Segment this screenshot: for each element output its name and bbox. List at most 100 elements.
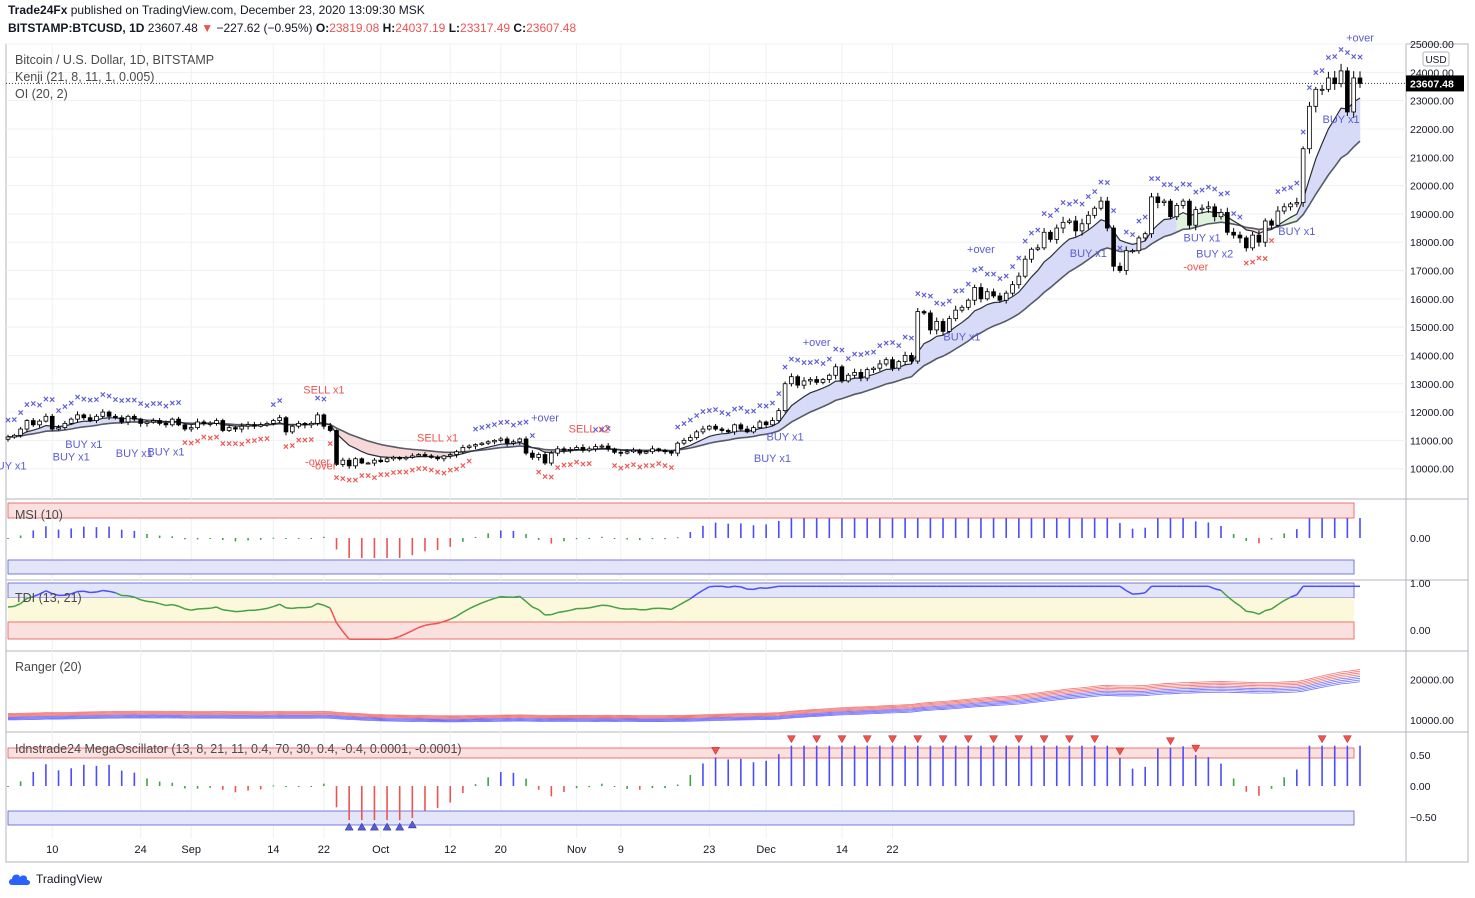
candle[interactable] (1256, 234, 1262, 243)
candle[interactable] (700, 428, 706, 433)
candle[interactable] (776, 410, 782, 421)
candle[interactable] (81, 414, 87, 419)
candle[interactable] (1243, 237, 1249, 249)
candle[interactable] (62, 422, 68, 429)
candle[interactable] (353, 458, 358, 467)
candle[interactable] (694, 431, 699, 438)
candle[interactable] (599, 445, 605, 448)
candle[interactable] (877, 363, 883, 369)
candle[interactable] (416, 454, 421, 457)
candle[interactable] (624, 451, 630, 454)
candle[interactable] (1079, 223, 1085, 232)
candle[interactable] (612, 448, 617, 453)
candle[interactable] (732, 424, 737, 433)
candle[interactable] (125, 415, 131, 423)
candle[interactable] (226, 427, 232, 431)
candle[interactable] (542, 454, 548, 464)
candle[interactable] (1098, 200, 1104, 209)
candle[interactable] (706, 425, 712, 430)
candle[interactable] (801, 380, 807, 386)
candle[interactable] (504, 438, 510, 444)
candle[interactable] (1269, 220, 1274, 226)
candle[interactable] (972, 287, 977, 301)
candle[interactable] (618, 451, 624, 454)
candle[interactable] (1326, 77, 1331, 90)
candle[interactable] (454, 451, 459, 455)
candle[interactable] (662, 449, 668, 453)
candle[interactable] (1155, 196, 1161, 203)
candle[interactable] (245, 424, 251, 427)
candle[interactable] (334, 430, 339, 465)
candle[interactable] (1262, 220, 1268, 243)
candle[interactable] (138, 418, 143, 424)
candle[interactable] (87, 417, 93, 421)
candle[interactable] (789, 376, 794, 385)
candle[interactable] (239, 425, 245, 430)
candle[interactable] (751, 427, 756, 433)
candle[interactable] (719, 428, 725, 431)
candle[interactable] (296, 422, 301, 427)
candle[interactable] (757, 421, 763, 429)
candle[interactable] (530, 452, 535, 458)
candle[interactable] (435, 456, 440, 460)
candle[interactable] (308, 422, 314, 426)
candle[interactable] (782, 383, 788, 412)
candle[interactable] (1237, 234, 1243, 239)
candle[interactable] (75, 414, 80, 420)
candle[interactable] (1111, 227, 1116, 267)
candle[interactable] (106, 411, 112, 417)
candle[interactable] (915, 311, 921, 362)
candle[interactable] (163, 422, 169, 426)
candle[interactable] (523, 438, 529, 454)
candle[interactable] (1193, 209, 1199, 226)
candle[interactable] (315, 414, 320, 424)
candle[interactable] (151, 420, 156, 423)
candle[interactable] (536, 454, 541, 458)
candle[interactable] (770, 420, 775, 426)
candle[interactable] (365, 462, 371, 465)
candle[interactable] (681, 439, 687, 444)
candle[interactable] (397, 456, 402, 460)
candle[interactable] (214, 420, 219, 424)
candle[interactable] (1086, 214, 1091, 225)
candle[interactable] (346, 459, 352, 467)
candle[interactable] (49, 415, 55, 430)
candle[interactable] (466, 445, 472, 448)
candle[interactable] (966, 299, 971, 308)
kenji-legend[interactable]: Kenji (21, 8, 11, 1, 0.005) (15, 70, 155, 84)
candle[interactable] (517, 438, 523, 443)
candle[interactable] (290, 425, 295, 433)
candle[interactable] (340, 459, 346, 465)
candle[interactable] (1149, 196, 1154, 235)
candle[interactable] (201, 421, 207, 424)
candle[interactable] (953, 309, 958, 320)
candle[interactable] (1092, 207, 1097, 216)
candle[interactable] (252, 424, 257, 427)
candle[interactable] (271, 420, 276, 424)
candle[interactable] (1117, 265, 1123, 271)
candle[interactable] (997, 295, 1003, 301)
candle[interactable] (1187, 200, 1192, 226)
candle[interactable] (839, 366, 845, 382)
candle[interactable] (890, 359, 895, 369)
candle[interactable] (1275, 210, 1281, 226)
candle[interactable] (864, 369, 870, 379)
candle[interactable] (1022, 258, 1028, 277)
candle[interactable] (1073, 220, 1078, 232)
candle[interactable] (5, 436, 11, 440)
candle[interactable] (795, 376, 801, 386)
candle[interactable] (485, 441, 491, 444)
candle[interactable] (422, 454, 428, 457)
candle[interactable] (498, 438, 504, 441)
candle[interactable] (12, 434, 17, 438)
candle[interactable] (921, 311, 927, 314)
candle[interactable] (738, 424, 744, 430)
candle[interactable] (896, 361, 902, 369)
candle[interactable] (1338, 70, 1344, 85)
candle[interactable] (1060, 221, 1066, 229)
candle[interactable] (220, 420, 226, 431)
candle[interactable] (561, 448, 567, 451)
candle[interactable] (586, 448, 592, 451)
candle[interactable] (833, 366, 838, 376)
